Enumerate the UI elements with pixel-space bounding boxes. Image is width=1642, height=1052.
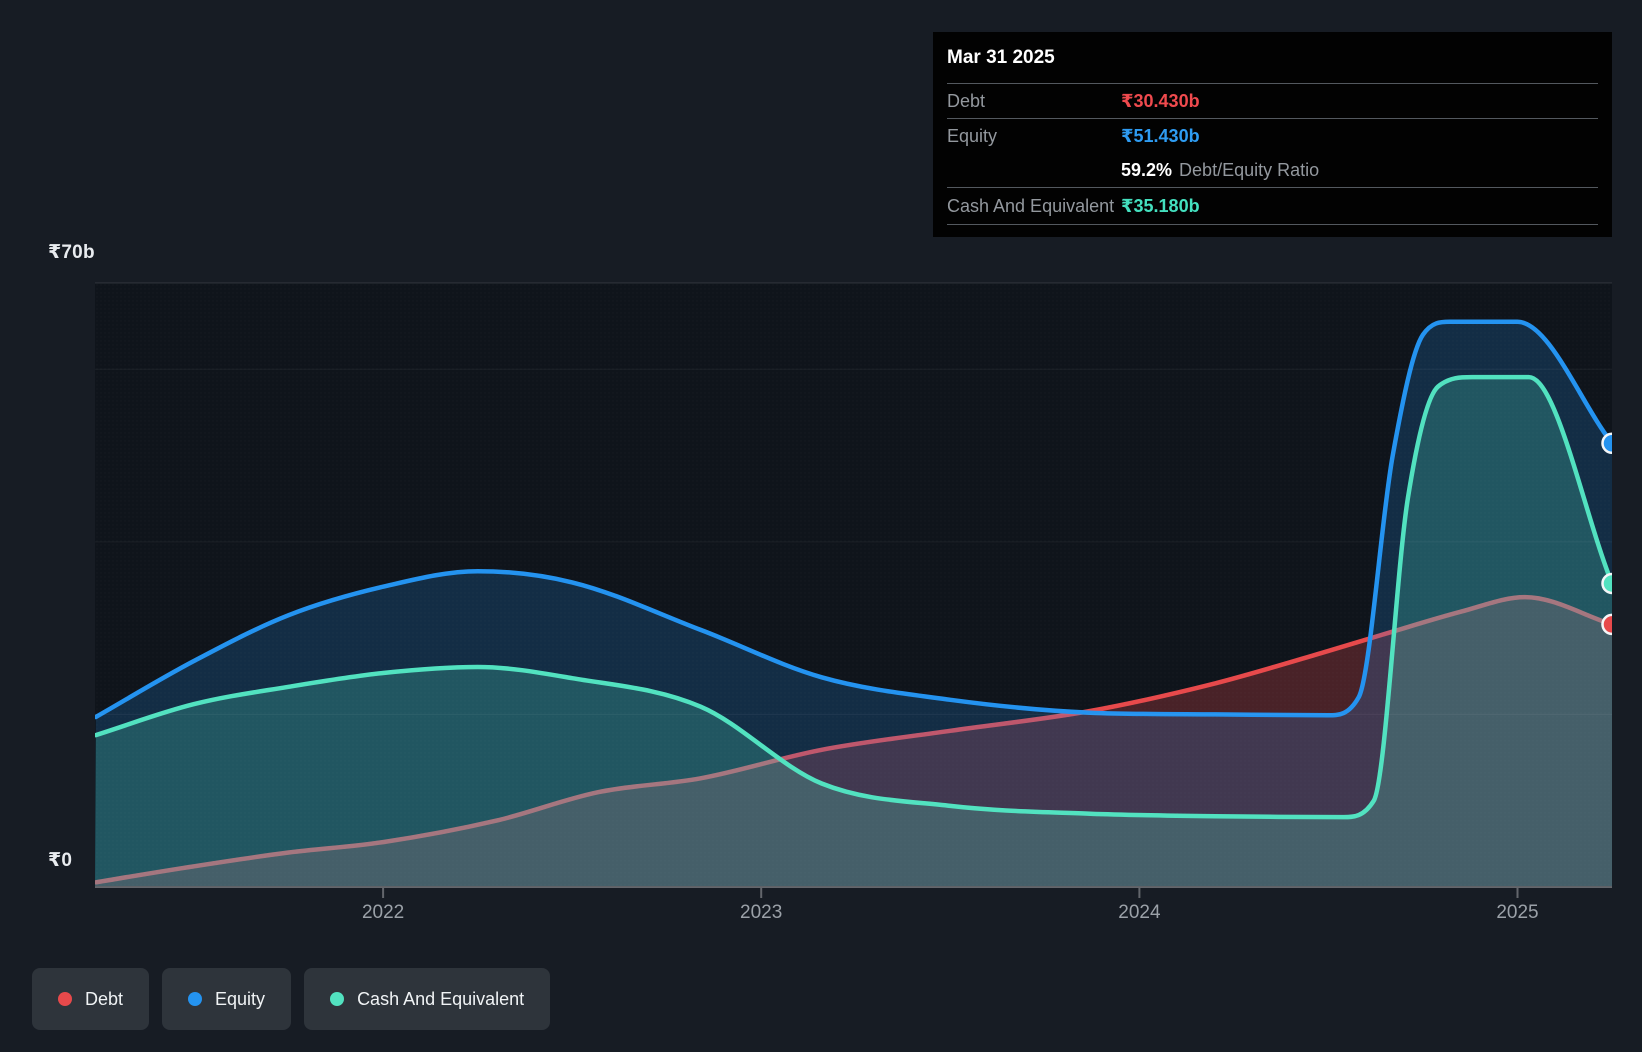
x-tick-label: 2023	[740, 902, 782, 923]
tooltip-date: Mar 31 2025	[947, 32, 1598, 84]
equity-swatch-icon	[188, 992, 203, 1006]
x-tick-label: 2024	[1118, 902, 1161, 923]
legend-cash-label: Cash And Equivalent	[357, 988, 525, 1009]
x-tick	[760, 888, 763, 898]
tooltip-debt-value: ₹30.430b	[1121, 90, 1200, 111]
legend-item-debt[interactable]: Debt	[32, 968, 150, 1030]
x-tick	[1138, 888, 1141, 898]
tooltip-equity-value: ₹51.430b	[1121, 125, 1200, 146]
tooltip-ratio-value: 59.2%	[1121, 159, 1173, 180]
chart-legend: Debt Equity Cash And Equivalent	[32, 968, 551, 1030]
tooltip-equity-label: Equity	[947, 125, 998, 146]
tooltip-cash-label: Cash And Equivalent	[947, 195, 1115, 216]
tooltip-row-equity: Equity ₹51.430b	[947, 119, 1598, 153]
legend-equity-label: Equity	[215, 988, 266, 1009]
x-tick	[1516, 888, 1519, 898]
x-tick-label: 2025	[1496, 902, 1538, 923]
debt-swatch-icon	[58, 992, 72, 1006]
cash-and-equivalent-endpoint-marker	[1601, 572, 1612, 595]
tooltip-ratio-label: Debt/Equity Ratio	[1179, 159, 1320, 180]
tooltip-row-debt: Debt ₹30.430b	[947, 84, 1598, 119]
y-axis-max-label: ₹70b	[48, 242, 95, 263]
equity-line	[95, 319, 1612, 720]
legend-item-cash[interactable]: Cash And Equivalent	[304, 968, 551, 1030]
debt-endpoint-marker	[1601, 613, 1612, 636]
cash-swatch-icon	[330, 992, 345, 1006]
tooltip-debt-label: Debt	[947, 90, 986, 111]
x-tick-label: 2022	[362, 902, 404, 923]
x-tick	[382, 888, 385, 898]
series-layer	[95, 283, 1612, 887]
fill-texture	[95, 283, 1612, 887]
tooltip-row-cash: Cash And Equivalent ₹35.180b	[947, 188, 1598, 225]
x-axis: 2022 2023 2024 2025	[95, 886, 1612, 923]
legend-debt-label: Debt	[85, 988, 124, 1009]
equity-endpoint-marker	[1601, 432, 1612, 454]
chart-tooltip: Mar 31 2025 Debt ₹30.430b Equity ₹51.430…	[933, 32, 1612, 237]
cash-and-equivalent-line	[95, 374, 1612, 820]
tooltip-row-ratio: 59.2% Debt/Equity Ratio	[947, 153, 1598, 188]
legend-item-equity[interactable]: Equity	[162, 968, 292, 1030]
gridlines	[95, 282, 1612, 715]
y-axis-zero-label: ₹0	[48, 850, 73, 871]
tooltip-cash-value: ₹35.180b	[1121, 195, 1200, 216]
